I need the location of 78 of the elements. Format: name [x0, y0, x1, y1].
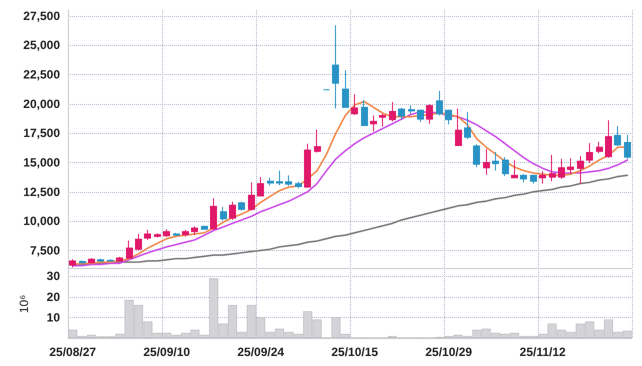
candlestick	[79, 260, 86, 264]
candlestick	[191, 226, 198, 236]
candlestick	[389, 102, 396, 122]
x-tick-label: 25/10/29	[425, 345, 472, 359]
y-axis-title: 10⁶	[17, 294, 31, 314]
x-tick-label: 25/09/24	[237, 345, 284, 359]
y-tick-label: 25,000	[23, 38, 60, 52]
candlestick	[154, 232, 161, 238]
candlestick	[107, 258, 114, 262]
candlestick	[455, 108, 462, 147]
candlestick	[285, 174, 292, 186]
candlestick	[586, 142, 593, 164]
candlestick	[267, 177, 274, 186]
y-tick-label: 27,500	[23, 8, 60, 23]
candlestick	[126, 240, 133, 260]
candlestick	[596, 141, 603, 154]
candlestick	[248, 182, 255, 212]
candlestick	[614, 126, 621, 147]
candlestick	[295, 181, 302, 189]
candlestick	[116, 256, 123, 262]
candlestick	[417, 109, 424, 122]
candlestick	[220, 206, 227, 222]
y-tick-label: 22,500	[23, 68, 60, 82]
candlestick	[624, 134, 631, 160]
candlestick	[426, 104, 433, 124]
candlestick	[276, 170, 283, 186]
candlestick	[229, 201, 236, 220]
candlestick	[314, 129, 321, 153]
candlestick	[257, 176, 264, 197]
candlestick	[379, 113, 386, 128]
candlestick	[201, 225, 208, 230]
candlestick	[97, 258, 104, 262]
y-tick-label: 30	[46, 269, 60, 284]
candlestick	[605, 120, 612, 158]
candlestick	[464, 112, 471, 140]
candlestick	[351, 94, 358, 116]
candlestick	[445, 109, 452, 125]
candlestick	[577, 156, 584, 184]
candlestick	[88, 258, 95, 264]
candlestick	[511, 160, 518, 179]
candlestick	[436, 90, 443, 116]
candlestick	[304, 143, 311, 188]
candlestick	[361, 100, 368, 126]
candlestick	[135, 233, 142, 251]
candlestick	[144, 229, 151, 240]
candlestick	[558, 158, 565, 180]
y-tick-label: 20	[46, 290, 60, 304]
candlestick	[69, 258, 76, 268]
y-tick-label: 15,000	[23, 155, 60, 170]
x-tick-label: 25/11/12	[520, 345, 566, 359]
candlestick	[520, 174, 527, 183]
y-tick-label: 10,000	[23, 214, 60, 228]
candlestick	[502, 156, 509, 176]
x-tick-label: 25/10/15	[331, 345, 378, 359]
candlestick	[567, 158, 574, 175]
y-tick-label: 12,500	[23, 184, 60, 199]
candlestick	[173, 232, 180, 236]
candlestick	[370, 115, 377, 132]
candlestick	[492, 151, 499, 172]
candlestick	[539, 170, 546, 184]
candlestick	[182, 229, 189, 237]
y-tick-label: 7,500	[30, 243, 60, 258]
candlestick	[483, 148, 490, 176]
candlestick	[530, 174, 537, 184]
candlestick	[549, 154, 556, 182]
candlestick	[238, 201, 245, 212]
x-tick-label: 25/08/27	[49, 345, 96, 359]
candlestick	[210, 198, 217, 230]
candlestick	[408, 105, 415, 114]
candlestick	[473, 144, 480, 168]
y-tick-label: 17,500	[23, 126, 60, 140]
candlestick	[398, 107, 405, 120]
y-tick-label: 20,000	[23, 96, 60, 111]
y-tick-label: 10	[46, 310, 60, 324]
x-tick-label: 25/09/10	[143, 345, 190, 359]
candlestick	[163, 228, 170, 238]
candlestick	[332, 24, 339, 110]
candlestick	[342, 70, 349, 108]
